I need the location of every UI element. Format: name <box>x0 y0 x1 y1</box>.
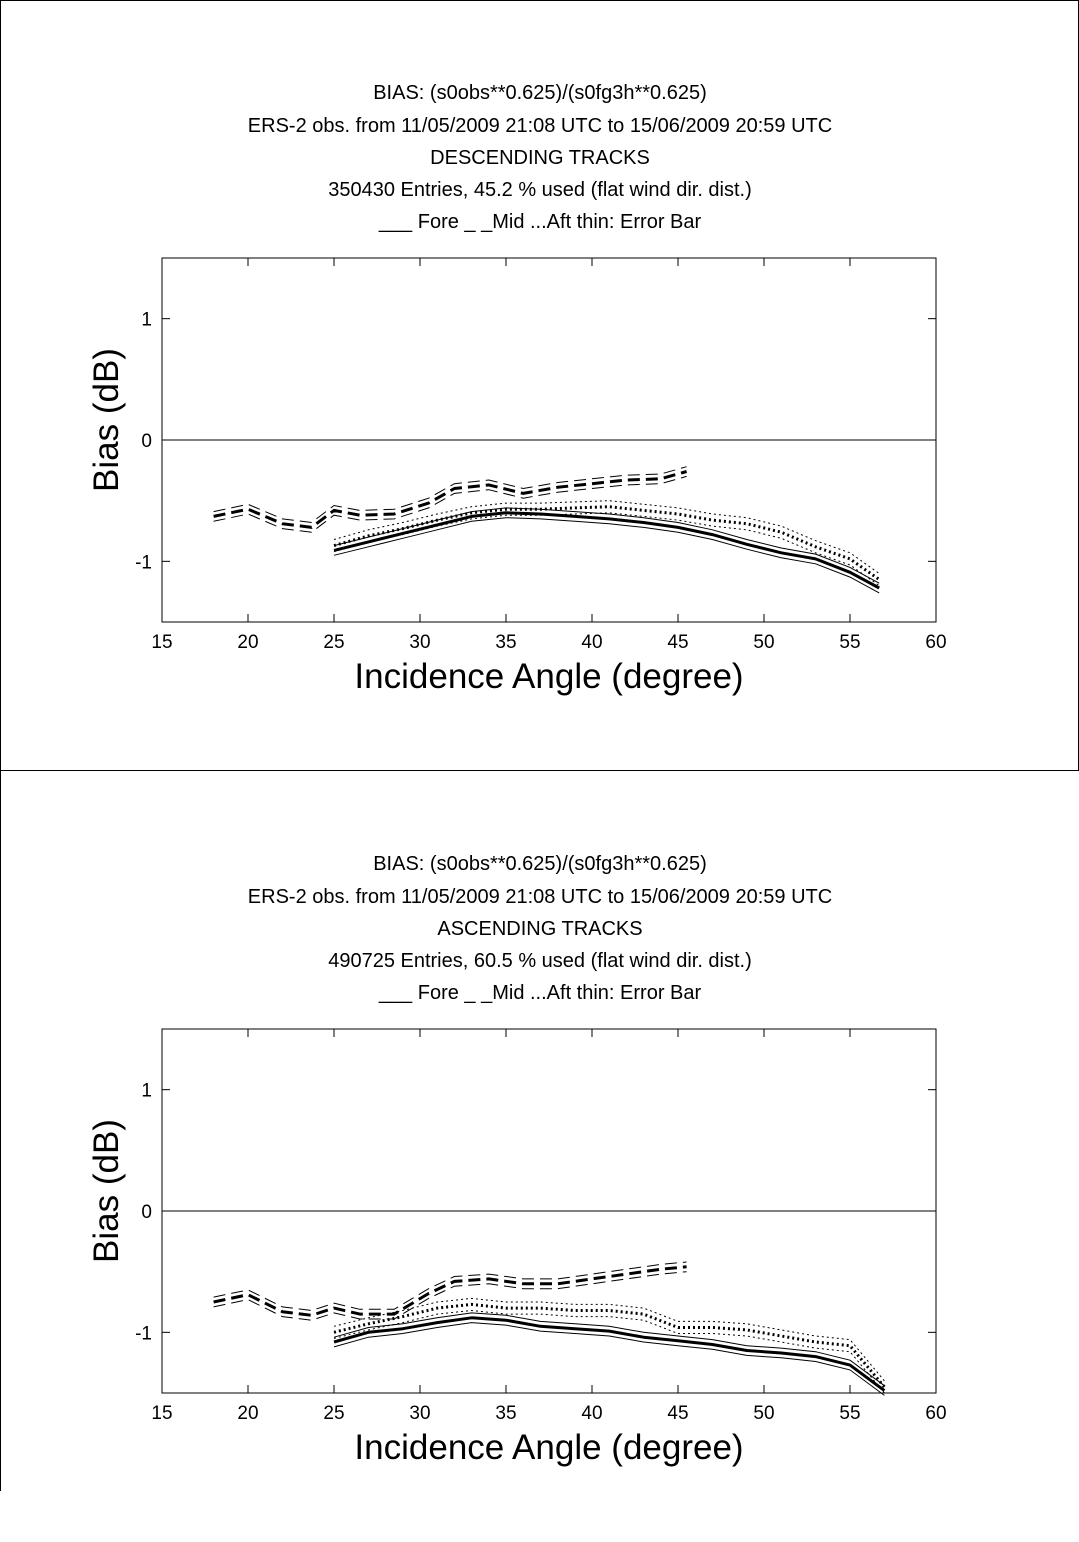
x-tick-label: 60 <box>925 632 946 653</box>
series-dashed-error-upper <box>213 1261 687 1312</box>
series-dotted <box>333 1297 886 1394</box>
x-tick-label: 25 <box>323 1403 344 1424</box>
chart-title-line-1: BIAS: (s0obs**0.625)/(s0fg3h**0.625) <box>373 853 707 875</box>
series-dotted-error-upper <box>333 500 880 574</box>
x-tick-label: 30 <box>409 1403 430 1424</box>
x-tick-label: 15 <box>151 632 172 653</box>
y-tick-label: 0 <box>141 431 152 452</box>
series-solid-line <box>333 511 880 590</box>
x-tick-label: 25 <box>323 632 344 653</box>
y-tick-label: -1 <box>135 1323 152 1344</box>
y-tick-label: 1 <box>141 1081 152 1102</box>
series-solid-error-lower <box>333 1322 885 1396</box>
series-dotted-line <box>333 505 881 581</box>
series-solid <box>333 1312 886 1396</box>
chart-title-line-2: ERS-2 obs. from 11/05/2009 21:08 UTC to … <box>248 886 832 908</box>
x-axis-title: Incidence Angle (degree) <box>354 1428 743 1467</box>
series-dashed-line <box>213 1265 687 1317</box>
series-dashed-line <box>213 470 688 529</box>
x-tick-label: 55 <box>839 1403 860 1424</box>
chart-panel-descending: BIAS: (s0obs**0.625)/(s0fg3h**0.625) ERS-… <box>0 0 1079 771</box>
y-axis-title: Bias (dB) <box>87 1119 126 1263</box>
chart-title-line-2: ERS-2 obs. from 11/05/2009 21:08 UTC to … <box>248 115 832 137</box>
x-tick-label: 35 <box>495 1403 516 1424</box>
x-tick-label: 50 <box>753 1403 774 1424</box>
series-dashed <box>213 466 688 533</box>
x-tick-label: 55 <box>839 632 860 653</box>
series-solid-error-lower <box>333 517 880 594</box>
y-axis-title: Bias (dB) <box>87 348 126 492</box>
x-tick-label: 45 <box>667 1403 688 1424</box>
chart-title-line-1: BIAS: (s0obs**0.625)/(s0fg3h**0.625) <box>373 82 707 104</box>
x-tick-label: 15 <box>151 1403 172 1424</box>
series-dotted-error-lower <box>333 1309 885 1394</box>
chart-title-line-4: 490725 Entries, 60.5 % used (flat wind d… <box>328 950 752 972</box>
series-solid-line <box>333 1316 886 1392</box>
chart-title-line-5: ___ Fore _ _Mid ...Aft thin: Error Bar <box>378 211 702 233</box>
x-axis-title: Incidence Angle (degree) <box>354 657 743 696</box>
x-tick-label: 45 <box>667 632 688 653</box>
y-tick-label: 0 <box>141 1202 152 1223</box>
series-dotted-error-upper <box>333 1297 885 1382</box>
chart-panel-ascending: BIAS: (s0obs**0.625)/(s0fg3h**0.625) ERS-… <box>0 771 1079 1542</box>
series-dotted <box>333 500 881 587</box>
series-dashed-error-lower <box>213 475 687 533</box>
chart-title-line-3: DESCENDING TRACKS <box>430 147 650 169</box>
y-tick-label: 1 <box>141 310 152 331</box>
x-tick-label: 50 <box>753 632 774 653</box>
series-dotted-error-lower <box>333 512 880 587</box>
series-solid <box>333 507 880 594</box>
chart-title-line-4: 350430 Entries, 45.2 % used (flat wind d… <box>328 179 752 201</box>
x-tick-label: 20 <box>237 1403 258 1424</box>
chart-svg-ascending: BIAS: (s0obs**0.625)/(s0fg3h**0.625) ERS-… <box>0 771 947 1491</box>
chart-title-line-3: ASCENDING TRACKS <box>437 918 642 940</box>
chart-svg-descending: BIAS: (s0obs**0.625)/(s0fg3h**0.625) ERS-… <box>0 0 1079 771</box>
x-tick-label: 20 <box>237 632 258 653</box>
series-dashed-error-upper <box>213 466 687 524</box>
series-solid-error-upper <box>333 1312 885 1387</box>
series-dashed <box>213 1261 687 1321</box>
x-tick-label: 40 <box>581 1403 602 1424</box>
x-tick-label: 30 <box>409 632 430 653</box>
x-tick-label: 40 <box>581 632 602 653</box>
x-tick-label: 35 <box>495 632 516 653</box>
chart-title-line-5: ___ Fore _ _Mid ...Aft thin: Error Bar <box>378 982 702 1004</box>
x-tick-label: 60 <box>925 1403 946 1424</box>
series-dashed-error-lower <box>213 1271 687 1321</box>
series-dotted-line <box>333 1302 886 1388</box>
y-tick-label: -1 <box>135 552 152 573</box>
series-solid-error-upper <box>333 507 880 584</box>
